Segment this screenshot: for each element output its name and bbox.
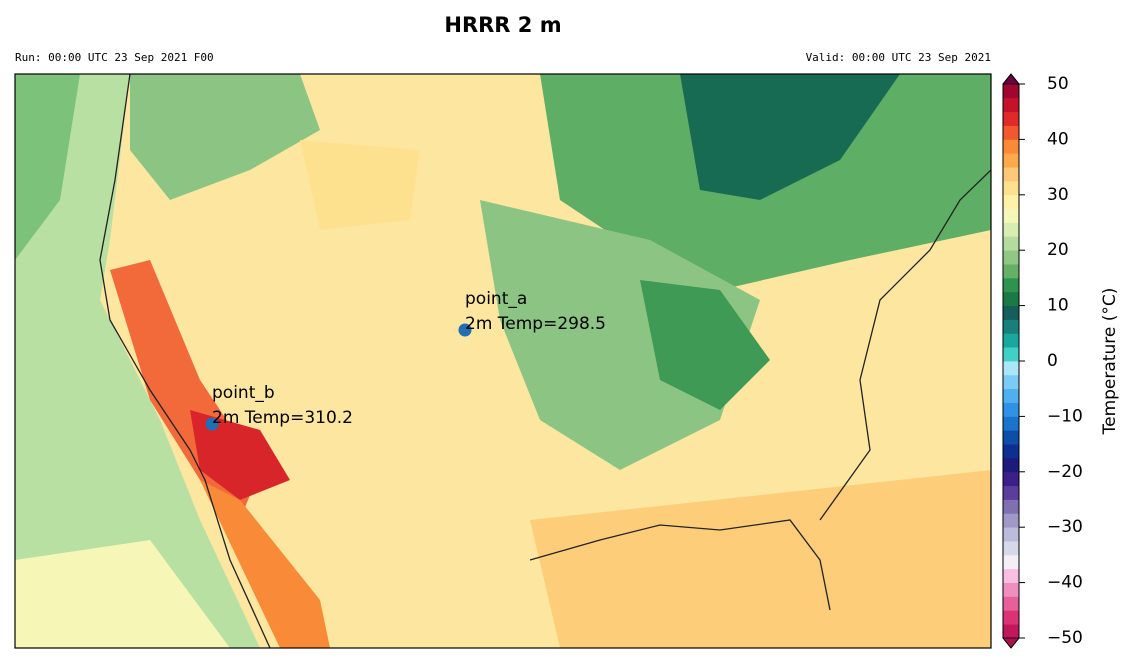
colorbar-segment	[1003, 208, 1019, 223]
mountain-field	[130, 74, 320, 200]
valid-label: Valid: 00:00 UTC 23 Sep 2021	[806, 51, 991, 64]
warm-field	[300, 140, 420, 230]
colorbar-tick-label: −20	[1047, 462, 1083, 482]
colorbar-label: Temperature (°C)	[1100, 288, 1120, 436]
colorbar-segment	[1003, 111, 1019, 126]
colorbar-tick-label: 10	[1047, 296, 1069, 316]
colorbar-tick-label: 40	[1047, 129, 1069, 149]
coastline	[529, 169, 991, 611]
colorbar-segment	[1003, 97, 1019, 113]
colorbar-segment	[1003, 568, 1019, 583]
colorbar-segment	[1003, 167, 1019, 182]
hot-field	[190, 410, 290, 500]
cool-field	[680, 74, 900, 200]
colorbar-segment	[1003, 153, 1019, 168]
colorbar-segment	[1003, 264, 1019, 279]
colorbar-tick-label: 20	[1047, 240, 1069, 260]
colorbar-segment	[1003, 402, 1019, 417]
colorbar-segment	[1003, 333, 1019, 348]
colorbar-segment	[1003, 541, 1019, 556]
colorbar-segment	[1003, 527, 1019, 542]
map: point_a 2m Temp=298.5 point_b 2m Temp=31…	[15, 74, 991, 648]
run-label: Run: 00:00 UTC 23 Sep 2021 F00	[15, 51, 214, 64]
colorbar-segment	[1003, 139, 1019, 154]
colorbar-segment	[1003, 347, 1019, 362]
colorbar-segment	[1003, 430, 1019, 445]
mild-field	[640, 280, 770, 410]
colorbar-segment	[1003, 457, 1019, 473]
colorbar-segment	[1003, 374, 1019, 390]
colorbar-segment	[1003, 319, 1019, 334]
point-name: point_a	[465, 289, 527, 309]
colorbar-segment	[1003, 416, 1019, 431]
colorbar-tick-label: 0	[1047, 351, 1058, 371]
colorbar-segment	[1003, 485, 1019, 500]
colorbar-segment	[1003, 84, 1019, 99]
colorbar-segment	[1003, 250, 1019, 265]
colorbar-segment	[1003, 125, 1019, 140]
colorbar-segment	[1003, 499, 1019, 514]
colorbar-segment	[1003, 624, 1019, 639]
colorbar-segment	[1003, 361, 1019, 376]
colorbar-segment	[1003, 277, 1019, 293]
pacific-field	[15, 74, 260, 648]
colorbar-tick-label: 50	[1047, 74, 1069, 94]
colorbar-segment	[1003, 582, 1019, 597]
colorbar-segment	[1003, 513, 1019, 528]
map-frame	[14, 73, 992, 649]
gulf-field	[530, 470, 991, 648]
colorbar-tick-label: −40	[1047, 573, 1083, 593]
colorbar-tick-label: −10	[1047, 406, 1083, 426]
point-label: 2m Temp=310.2	[212, 408, 353, 428]
colorbar-segment	[1003, 194, 1019, 210]
colorbar-tick-label: −50	[1047, 628, 1083, 648]
colorbar-segment	[1003, 305, 1019, 320]
point-marker	[205, 417, 219, 431]
colorbar-tick-label: 30	[1047, 185, 1069, 205]
colorbar-segment	[1003, 596, 1019, 611]
colorbar-segment	[1003, 610, 1019, 625]
colorbar-segment	[1003, 222, 1019, 237]
colorbar-segment	[1003, 554, 1019, 570]
colorbar-tick-label: −30	[1047, 517, 1083, 537]
pacific-field	[15, 74, 80, 260]
title: HRRR 2 m	[444, 13, 561, 37]
colorbar-segment	[1003, 444, 1019, 459]
colorbar-segment	[1003, 291, 1019, 306]
point-label: 2m Temp=298.5	[465, 314, 606, 334]
hot-field	[200, 480, 330, 648]
colorbar-segment	[1003, 471, 1019, 487]
mild-field	[480, 200, 760, 470]
pacific-field	[15, 540, 230, 648]
point-name: point_b	[212, 383, 275, 403]
colorbar-segment	[1003, 236, 1019, 251]
coastline	[99, 74, 271, 648]
colorbar-segment	[1003, 388, 1019, 403]
colorbar-segment	[1003, 180, 1019, 196]
colorbar: −50 −40 −30 −20 −10 0 10 20 30 40 50	[1002, 73, 1083, 649]
point-marker	[458, 323, 472, 337]
